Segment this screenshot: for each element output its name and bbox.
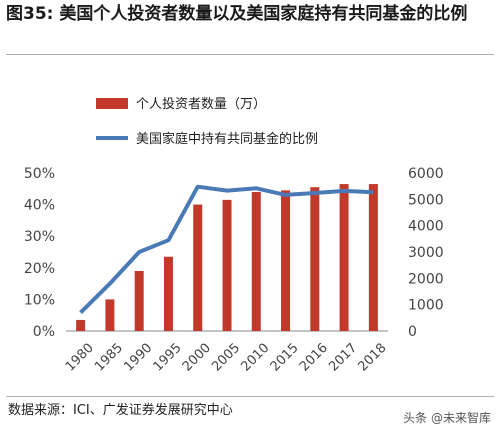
bar (163, 256, 173, 331)
right-tick-label: 5000 (408, 192, 444, 208)
x-tick-label: 2005 (209, 341, 243, 375)
bar-series (76, 184, 378, 331)
left-tick-label: 10% (24, 292, 55, 308)
x-tick-label: 2000 (180, 341, 214, 375)
x-tick-label: 1995 (151, 341, 185, 375)
combo-chart: 个人投资者数量（万） 美国家庭中持有共同基金的比例 0% 10% 20% 30% 40%… (24, 96, 444, 375)
left-tick-label: 20% (24, 261, 55, 277)
x-tick-label: 1980 (63, 341, 97, 375)
x-tick-label: 1990 (121, 341, 155, 375)
right-axis: 0 1000 2000 3000 4000 5000 6000 (408, 166, 444, 340)
x-tick-label: 2018 (356, 341, 390, 375)
bar (339, 184, 349, 331)
bar (134, 270, 144, 331)
left-tick-label: 50% (24, 166, 55, 182)
bar (281, 190, 291, 331)
source-note: 数据来源：ICI、广发证券发展研究中心 (8, 403, 233, 418)
bar (368, 184, 378, 331)
x-tick-label: 2016 (297, 341, 331, 375)
left-axis: 0% 10% 20% 30% 40% 50% (24, 166, 55, 340)
legend-bar-label: 个人投资者数量（万） (136, 96, 266, 112)
right-tick-label: 3000 (408, 245, 444, 261)
x-tick-label: 2010 (238, 341, 272, 375)
bar (310, 187, 320, 331)
right-tick-label: 6000 (408, 166, 444, 182)
legend-bar-swatch (96, 98, 128, 109)
title-divider (6, 54, 494, 55)
left-tick-label: 40% (24, 198, 55, 214)
x-tick-label: 1985 (92, 341, 126, 375)
right-tick-label: 4000 (408, 219, 444, 235)
right-tick-label: 0 (408, 324, 417, 340)
left-tick-label: 30% (24, 229, 55, 245)
legend-line-label: 美国家庭中持有共同基金的比例 (136, 131, 318, 147)
watermark: 头条 @未来智库 (403, 411, 491, 425)
source-divider (6, 396, 494, 397)
right-tick-label: 1000 (408, 298, 444, 314)
figure-title: 图35: 美国个人投资者数量以及美国家庭持有共同基金的比例 (6, 4, 468, 24)
x-axis-labels: 1980198519901995200020052010201520162017… (63, 341, 390, 375)
x-tick-label: 2015 (268, 341, 302, 375)
bar (222, 199, 232, 331)
bar (105, 299, 115, 331)
bar (76, 319, 86, 331)
line-series (79, 184, 374, 315)
x-tick-label: 2017 (326, 341, 360, 375)
chart-legend: 个人投资者数量（万） 美国家庭中持有共同基金的比例 (96, 96, 318, 147)
right-tick-label: 2000 (408, 271, 444, 287)
left-tick-label: 0% (33, 324, 55, 340)
bar (251, 191, 261, 331)
bar (193, 204, 203, 331)
